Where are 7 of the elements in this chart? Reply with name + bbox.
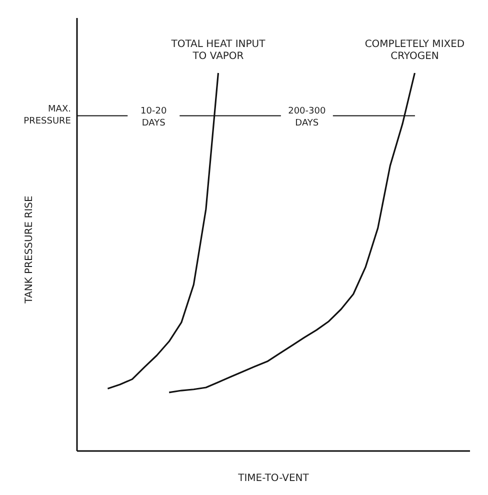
annotation: 10-20 DAYS — [140, 106, 167, 129]
x-axis-title: TIME-TO-VENT — [237, 473, 310, 484]
text: TOTAL HEAT INPUT TO VAPOR — [170, 39, 266, 62]
annotation: 200-300 DAYS — [288, 106, 326, 129]
text: COMPLETELY MIXED CRYOGEN — [364, 39, 465, 62]
y-axis-title: TANK PRESSURE RISE — [24, 196, 35, 304]
ref-line-label: MAX. PRESSURE — [24, 104, 72, 127]
